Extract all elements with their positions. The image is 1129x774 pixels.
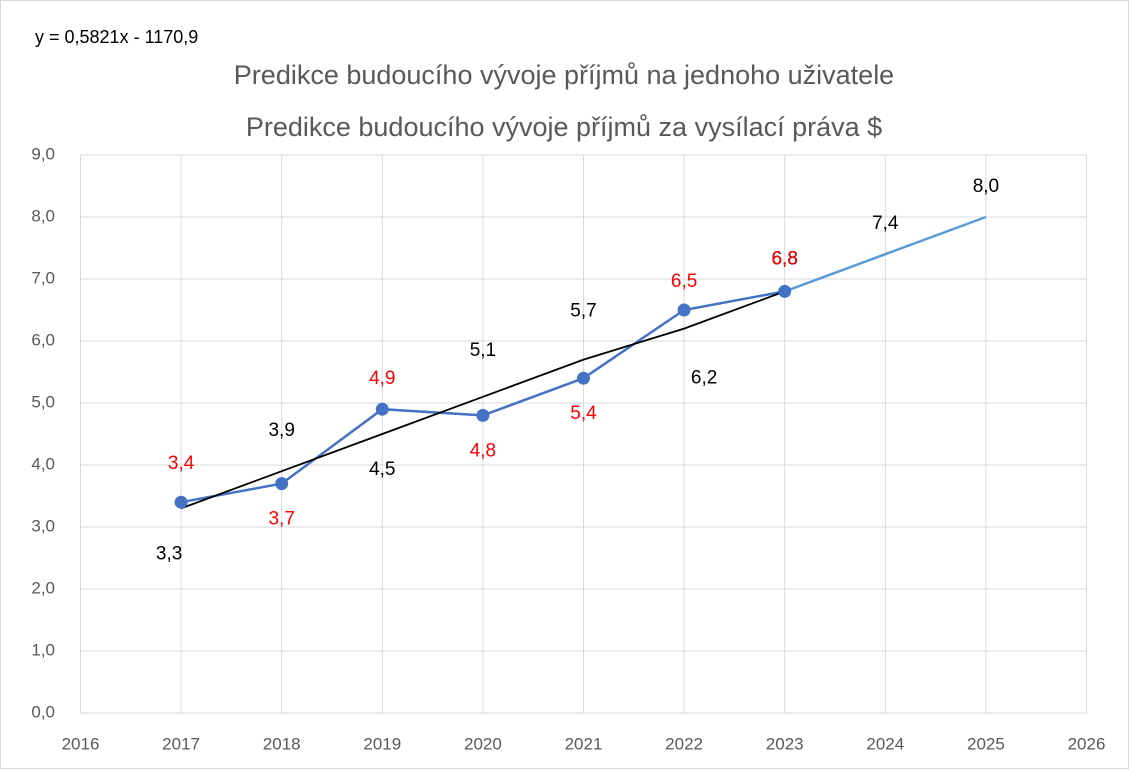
data-label: 8,0: [973, 176, 999, 197]
data-label: 6,8: [771, 248, 797, 269]
data-label: 6,2: [691, 368, 717, 389]
y-tick-label: 8,0: [31, 206, 55, 225]
x-tick-label: 2018: [263, 734, 301, 753]
data-label: 4,5: [369, 459, 395, 480]
y-tick-label: 4,0: [31, 454, 55, 473]
x-tick-label: 2019: [363, 734, 401, 753]
data-point: [174, 495, 188, 509]
y-tick-label: 5,0: [31, 392, 55, 411]
x-tick-label: 2017: [162, 734, 200, 753]
marks: 6,87,48,03,33,94,55,15,76,26,83,43,74,94…: [156, 176, 999, 564]
data-label: 3,7: [268, 509, 294, 530]
data-label: 6,8: [771, 248, 797, 269]
x-tick-label: 2020: [464, 734, 502, 753]
data-label: 5,1: [470, 340, 496, 361]
series-line: [784, 215, 987, 293]
data-point: [778, 284, 792, 298]
data-label: 7,4: [872, 213, 899, 234]
data-point: [375, 402, 389, 416]
x-tick-label: 2022: [665, 734, 703, 753]
y-tick-label: 9,0: [31, 144, 55, 163]
data-point: [275, 477, 289, 491]
data-label: 6,5: [671, 271, 697, 292]
grid: [80, 154, 1087, 714]
data-label: 5,4: [570, 403, 597, 424]
trend-equation: y = 0,5821x - 1170,9: [35, 27, 198, 47]
series-line: [180, 290, 786, 510]
x-tick-label: 2025: [967, 734, 1005, 753]
y-tick-label: 2,0: [31, 578, 55, 597]
data-label: 4,9: [369, 368, 395, 389]
x-tick-label: 2026: [1068, 734, 1106, 753]
y-tick-label: 1,0: [31, 640, 55, 659]
chart-title: Predikce budoucího vývoje příjmů na jedn…: [234, 60, 894, 90]
y-tick-label: 7,0: [31, 268, 55, 287]
data-label: 6,8: [771, 248, 797, 269]
data-label: 3,9: [268, 420, 294, 441]
x-tick-label: 2016: [62, 734, 100, 753]
x-tick-label: 2023: [766, 734, 804, 753]
data-label: 3,3: [156, 543, 182, 564]
y-tick-label: 6,0: [31, 330, 55, 349]
data-label: 3,4: [168, 453, 195, 474]
data-point: [677, 303, 691, 317]
x-tick-label: 2021: [565, 734, 603, 753]
data-point: [476, 408, 490, 422]
chart-subtitle: Predikce budoucího vývoje příjmů za vysí…: [246, 112, 882, 142]
y-tick-label: 0,0: [31, 702, 55, 721]
y-tick-label: 3,0: [31, 516, 55, 535]
x-tick-label: 2024: [866, 734, 904, 753]
data-label: 5,7: [570, 301, 596, 322]
data-point: [577, 371, 590, 385]
data-label: 4,8: [470, 440, 496, 461]
